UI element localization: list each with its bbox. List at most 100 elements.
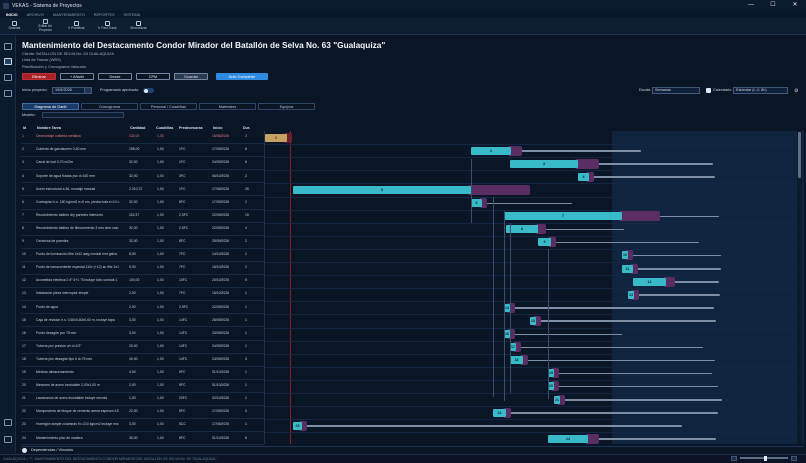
col-start[interactable]: Inicio <box>213 125 223 130</box>
calendar-select[interactable]: Estándar (L-V, 8h) <box>733 87 788 94</box>
gantt-bar-task[interactable]: 5 <box>293 185 471 194</box>
gantt-bar-task[interactable]: 18 <box>510 356 523 365</box>
maximize-button[interactable]: ☐ <box>770 2 776 8</box>
cell-name[interactable]: Acometida eléctrica 2 #° 6+1 °8 incluye … <box>36 278 118 283</box>
gantt-bar-task[interactable]: 17 <box>510 343 516 352</box>
gantt-bar-task[interactable]: 15 <box>530 316 536 325</box>
table-row[interactable]: 2 Cubierta de galvalumen 0,40 mm 198,00 1,0… <box>21 144 264 158</box>
cell-name[interactable]: Punto de agua <box>36 304 59 309</box>
chat-icon[interactable] <box>4 419 12 426</box>
gantt-bar-task[interactable]: 2 <box>471 146 511 155</box>
dependencies-panel[interactable]: Dependencias / Vínculos <box>21 446 804 453</box>
tab-schedule[interactable]: Cronograma <box>81 103 138 110</box>
col-crews[interactable]: Cuadrillas <box>156 125 174 130</box>
gantt-bar-task[interactable]: 19 <box>548 369 554 378</box>
col-qty[interactable]: Cantidad <box>130 125 146 130</box>
zoom-in-button[interactable] <box>791 456 797 461</box>
cell-name[interactable]: Lavamanos de acero inoxidable incluye me… <box>36 396 108 401</box>
zoom-slider[interactable] <box>740 455 788 461</box>
menu-archivo[interactable]: ARCHIVO <box>26 12 44 17</box>
menu-inicio[interactable]: INICIO <box>6 12 18 17</box>
gantt-bar-task[interactable]: 11 <box>622 264 633 273</box>
add-button[interactable]: + Añadir <box>60 73 94 80</box>
table-row[interactable]: 13 Instalación pieza interruptor simple 2,… <box>21 288 264 302</box>
cell-name[interactable]: Desmontaje cubierta metálica <box>36 134 81 139</box>
ribbon-save-button[interactable]: Guardar <box>3 18 26 34</box>
cell-name[interactable]: Punto de iluminación ifhe 2x12 awg condu… <box>36 252 117 257</box>
cell-name[interactable]: Tubería pvc presión u/r d=1/2" <box>36 343 82 348</box>
gantt-bar-task[interactable]: 13 <box>628 290 634 299</box>
table-row[interactable]: 20 Mesones de acero inoxidable 2,00x1,00 … <box>21 380 264 393</box>
cell-name[interactable]: Cerámica de paredes <box>36 239 69 244</box>
gantt-bar-task[interactable]: 16 <box>504 330 510 338</box>
model-select[interactable] <box>42 112 124 118</box>
cell-name[interactable]: Acero estructural a 36, montaje manual <box>36 186 96 191</box>
home-icon[interactable] <box>4 43 12 50</box>
table-row[interactable]: 8 Recubrimiento tablero de fibrocemento 3… <box>21 223 264 236</box>
tab-equipment[interactable]: Equipos <box>258 103 315 110</box>
tab-gantt[interactable]: Diagrama de Gantt <box>22 103 79 110</box>
gantt-bar-task[interactable]: 7 <box>504 212 622 221</box>
table-row[interactable]: 7 Recubrimiento tablero dry paredes inter… <box>21 210 264 223</box>
table-row[interactable]: 6 Contrapiso h.s. 180 kg/cm2 e=6 cm, pied… <box>21 197 264 210</box>
cell-name[interactable]: Mechas almacenamiento <box>36 370 74 375</box>
vertical-scrollbar[interactable] <box>797 131 802 444</box>
gantt-bar-task[interactable]: 22 <box>493 408 506 417</box>
menu-reportes[interactable]: REPORTES <box>93 12 115 17</box>
gantt-bar-task[interactable]: 4 <box>578 172 589 181</box>
menu-sistema[interactable]: SISTEMA <box>123 12 141 17</box>
cell-name[interactable]: Soporte de agua fluvias pvc d=160 mm <box>36 173 95 178</box>
table-row[interactable]: 10 Punto de iluminación ifhe 2x12 awg con… <box>21 249 264 262</box>
gantt-bar-task[interactable]: 9 <box>538 238 551 247</box>
save-button[interactable]: Guardar <box>174 73 208 80</box>
close-button[interactable]: ✕ <box>792 2 798 8</box>
settings-gear-icon[interactable]: ⚙ <box>794 88 799 94</box>
cell-name[interactable]: Hormigón simple columnas f'c=210 kg/cm2 … <box>36 422 119 427</box>
cell-name[interactable]: Instalación pieza interruptor simple <box>36 291 89 296</box>
cell-name[interactable]: Recubrimiento tablero dry paredes interi… <box>36 212 103 217</box>
ribbon-plan-button[interactable]: Ir Planificar <box>65 18 88 34</box>
table-row[interactable]: 3 Canal de tool 0,70 m/2m 32,00 1,00 1FC 24/0… <box>21 157 264 171</box>
table-row[interactable]: 12 Acometida eléctrica 2 #° 6+1 °8 incluy… <box>21 275 264 289</box>
table-row[interactable]: 18 Tubería pvc desagüe tipo b d=75 mm 40,0… <box>21 354 264 367</box>
cell-name[interactable]: Mampostería de bloque de cemento arena e… <box>36 409 119 414</box>
gantt-bar-task[interactable]: 3 <box>510 159 578 168</box>
table-row[interactable]: 14 Punto de agua 2,00 1,00 2,5FC 22/09/2026 1 <box>21 301 264 315</box>
calendar-icon[interactable] <box>4 74 12 81</box>
col-name[interactable]: Nombre Tarea <box>37 125 61 130</box>
gantt-bar-task[interactable]: 10 <box>622 251 628 260</box>
ribbon-edit-project-button[interactable]: Editar tel. Proyecto <box>34 18 57 34</box>
delete-button[interactable]: Eliminar <box>22 73 56 80</box>
gantt-bar-task[interactable]: 1 <box>265 133 287 142</box>
autocomplete-button[interactable]: Auto Completar <box>216 73 268 80</box>
table-row[interactable]: 4 Soporte de agua fluvias pvc d=160 mm 32,… <box>21 170 264 184</box>
table-row[interactable]: 9 Cerámica de paredes 32,00 1,00 8FC 29/09/20… <box>21 236 264 249</box>
gantt-bar-task[interactable]: 12 <box>633 277 666 286</box>
menu-mantenimiento[interactable]: MANTENIMIENTO <box>52 12 85 17</box>
table-row[interactable]: 19 Mechas almacenamiento 4,00 1,00 9FC 01/10/… <box>21 367 264 380</box>
tasks-icon[interactable] <box>4 58 12 65</box>
cell-name[interactable]: Contrapiso h.s. 180 kg/cm2 e=6 cm, piedr… <box>36 199 120 204</box>
cell-name[interactable]: Canal de tool 0,70 m/2m <box>36 160 73 165</box>
cell-name[interactable]: Recubrimiento tablero de fibrocemento 3 … <box>36 225 119 230</box>
table-row[interactable]: 24 Mantenimiento piso de madera 30,00 1,00 5… <box>21 432 264 446</box>
cell-name[interactable]: Mantenimiento piso de madera <box>36 435 83 440</box>
col-dur[interactable]: Dur. <box>243 125 250 130</box>
cell-name[interactable]: Mesones de acero inoxidable 2,00x1,00 m <box>36 383 100 388</box>
gantt-bar-task[interactable]: 6 <box>471 199 482 207</box>
start-date-input[interactable]: 15/6/2026 <box>52 87 88 94</box>
table-row[interactable]: 11 Punto de tomacorriente especial 110v (… <box>21 262 264 276</box>
layers-icon[interactable] <box>4 90 12 97</box>
table-row[interactable]: 17 Tubería pvc presión u/r d=1/2" 20,00 1,0… <box>21 341 264 354</box>
scale-select[interactable]: Semanas <box>652 87 700 94</box>
table-row[interactable]: 23 Hormigón simple columnas f'c=210 kg/cm… <box>21 419 264 433</box>
gantt-bar-task[interactable]: 8 <box>506 225 538 234</box>
book-icon[interactable] <box>4 436 12 443</box>
table-row[interactable]: 5 Acero estructural a 36, montaje manual 2… <box>21 183 264 197</box>
gantt-bar-task[interactable]: 14 <box>504 303 510 312</box>
table-row[interactable]: 16 Punto desagüe pvc 75 mm 3,00 1,00 14FC 23/… <box>21 328 264 341</box>
zoom-out-button[interactable] <box>731 456 737 461</box>
table-row[interactable]: 22 Mampostería de bloque de cemento arena… <box>21 406 264 420</box>
tab-materials[interactable]: Materiales <box>199 103 256 110</box>
minimize-button[interactable]: — <box>748 2 754 8</box>
